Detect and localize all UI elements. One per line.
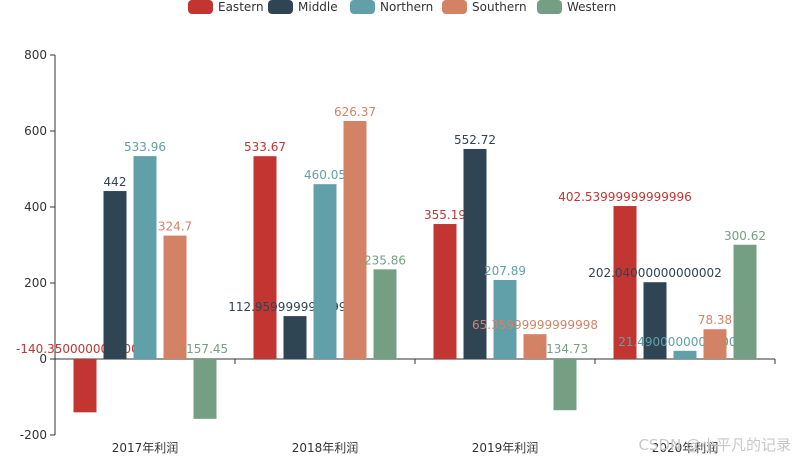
legend-item-middle[interactable]: Middle — [268, 0, 338, 14]
legend-label: Western — [567, 0, 617, 14]
data-label: 207.89 — [484, 264, 526, 278]
y-tick-label: 800 — [24, 48, 47, 62]
legend-swatch — [188, 0, 213, 14]
data-label: 235.86 — [364, 253, 406, 267]
bar-eastern — [433, 224, 457, 359]
y-tick-label: 400 — [24, 200, 47, 214]
x-category-label: 2019年利润 — [472, 441, 539, 455]
bar-western — [193, 359, 217, 419]
bar-southern — [163, 235, 187, 359]
watermark: CSDN @小平凡的记录 — [638, 436, 791, 454]
data-label: -157.45 — [182, 342, 228, 356]
data-label: 442 — [104, 175, 127, 189]
bar-eastern — [253, 156, 277, 359]
bar-northern — [673, 350, 697, 359]
bar-northern — [493, 280, 517, 359]
legend-label: Northern — [380, 0, 434, 14]
data-label: 533.67 — [244, 140, 286, 154]
bar-southern — [523, 334, 547, 359]
data-label: 112.95999999999999 — [228, 300, 362, 314]
data-label: 355.19 — [424, 208, 466, 222]
y-tick-label: 0 — [39, 352, 47, 366]
bar-eastern — [613, 206, 637, 359]
bar-western — [373, 269, 397, 359]
x-category-label: 2017年利润 — [112, 441, 179, 455]
data-label: 324.7 — [158, 220, 192, 234]
legend-swatch — [350, 0, 375, 14]
data-label: -140.35000000000002 — [16, 342, 154, 356]
y-tick-label: -200 — [20, 428, 47, 442]
legend-label: Middle — [298, 0, 338, 14]
x-category-label: 2018年利润 — [292, 441, 359, 455]
data-label: 460.05 — [304, 168, 346, 182]
data-label: 402.53999999999996 — [558, 190, 692, 204]
bar-eastern — [73, 359, 97, 413]
data-label: 300.62 — [724, 229, 766, 243]
legend-item-eastern[interactable]: Eastern — [188, 0, 264, 14]
x-category-label: 2020年利润 — [652, 441, 719, 455]
data-label: -134.73 — [542, 342, 588, 356]
y-tick-label: 200 — [24, 276, 47, 290]
data-label: 65.35999999999998 — [472, 318, 598, 332]
legend-swatch — [537, 0, 562, 14]
bar-southern — [703, 329, 727, 359]
legend-item-southern[interactable]: Southern — [442, 0, 527, 14]
bar-southern — [343, 120, 367, 359]
data-label: 202.04000000000002 — [588, 266, 722, 280]
bar-middle — [463, 148, 487, 359]
legend-item-western[interactable]: Western — [537, 0, 616, 14]
legend-label: Eastern — [218, 0, 264, 14]
legend-item-northern[interactable]: Northern — [350, 0, 433, 14]
bar-western — [553, 359, 577, 411]
bar-western — [733, 244, 757, 359]
data-label: 626.37 — [334, 105, 376, 119]
bar-northern — [133, 156, 157, 359]
bar-northern — [313, 184, 337, 359]
data-label: 21.490000000000002 — [618, 335, 752, 349]
bar-middle — [643, 282, 667, 359]
data-label: 552.72 — [454, 133, 496, 147]
data-label: 533.96 — [124, 140, 166, 154]
bar-middle — [283, 316, 307, 359]
bar-middle — [103, 191, 127, 359]
legend-swatch — [442, 0, 467, 14]
legend-label: Southern — [472, 0, 527, 14]
data-label: 78.38 — [698, 313, 732, 327]
legend-swatch — [268, 0, 293, 14]
y-tick-label: 600 — [24, 124, 47, 138]
